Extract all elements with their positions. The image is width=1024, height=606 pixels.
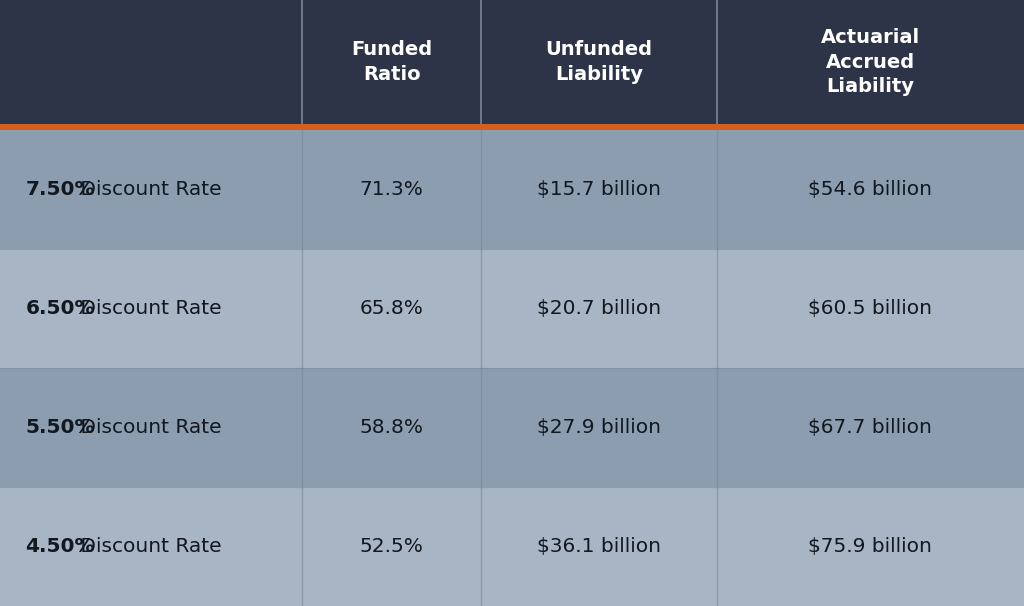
Text: Discount Rate: Discount Rate <box>75 299 222 318</box>
Text: $67.7 billion: $67.7 billion <box>809 418 932 437</box>
Bar <box>0 124 1024 130</box>
Text: Discount Rate: Discount Rate <box>75 180 222 199</box>
Text: Discount Rate: Discount Rate <box>75 537 222 556</box>
Text: Funded
Ratio: Funded Ratio <box>351 41 432 84</box>
Bar <box>0 130 1024 249</box>
Text: 65.8%: 65.8% <box>359 299 424 318</box>
Text: Actuarial
Accrued
Liability: Actuarial Accrued Liability <box>821 28 920 96</box>
Bar <box>0 368 1024 487</box>
Text: 5.50%: 5.50% <box>26 418 95 437</box>
Text: $36.1 billion: $36.1 billion <box>537 537 662 556</box>
Text: Discount Rate: Discount Rate <box>75 418 222 437</box>
Text: 58.8%: 58.8% <box>359 418 424 437</box>
Text: Unfunded
Liability: Unfunded Liability <box>546 41 652 84</box>
Text: $20.7 billion: $20.7 billion <box>537 299 662 318</box>
Text: 4.50%: 4.50% <box>26 537 95 556</box>
Text: 71.3%: 71.3% <box>359 180 424 199</box>
Bar <box>0 487 1024 606</box>
Bar <box>0 249 1024 368</box>
Text: $60.5 billion: $60.5 billion <box>808 299 933 318</box>
Text: 52.5%: 52.5% <box>359 537 424 556</box>
Text: $27.9 billion: $27.9 billion <box>537 418 662 437</box>
Text: $75.9 billion: $75.9 billion <box>809 537 932 556</box>
Text: 7.50%: 7.50% <box>26 180 95 199</box>
Text: $54.6 billion: $54.6 billion <box>808 180 933 199</box>
Text: 6.50%: 6.50% <box>26 299 95 318</box>
Bar <box>0 0 1024 124</box>
Text: $15.7 billion: $15.7 billion <box>537 180 662 199</box>
